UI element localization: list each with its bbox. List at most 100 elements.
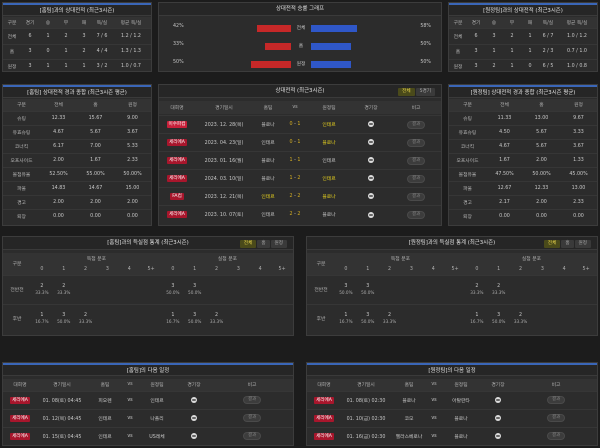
match-row[interactable]: 세리에A 2024. 03. 10(일) 블로나 1 - 2 인테르 결과 [159,169,441,188]
away-next-schedule-panel: [원정팀]의 다음 일정 대회명 경기일시 홈팀 vs 원정팀 경기장 비고 세리에A 01. … [306,362,598,446]
goal-stats-tabs: 전체 홈 원정 [239,240,287,248]
schedule-row[interactable]: 세리에A 01. 15(토) 04:45 인테르 vs US레체 결과 [3,426,293,445]
home-team: 블로나 [391,390,427,409]
goal-stats-row: 후반 1 16.7% 3 50.0% 2 33.3% 1 16.7% 3 50.0% 2 33.3% [307,303,597,333]
score: 2 - 2 [283,187,307,206]
panel-title: [홈팀]과의 득실점 통계 (최근3시즌) [3,237,293,250]
home-team: 인테르 [253,205,283,224]
match-date: 2023. 12. 21(목) [195,187,253,206]
away-winrate-bar [311,43,351,50]
score: 2 - 2 [283,205,307,224]
match-row[interactable]: FA컵 2023. 12. 21(목) 인테르 2 - 2 블로나 결과 [159,187,441,206]
tab-away[interactable]: 원정 [270,240,287,248]
goal-stats-row: 전반전 2 33.3% 2 33.3% 3 50.0% 3 50.0% [3,274,293,304]
tab-all[interactable]: 전체 [239,240,257,248]
result-button[interactable]: 결과 [406,210,426,219]
competition-badge: 세리에A [10,396,30,404]
schedule-row[interactable]: 세리에A 01. 16(금) 02:30 헬라스베로나 vs 블로나 결과 [307,426,597,445]
home-stats-table: 구분 전체 홈 원정 슈팅 12.33 15.67 9.00 유효슈팅 4.67 5.67 3.6… [3,99,151,223]
competition-badge: FA컵 [170,193,184,200]
match-date: 2024. 03. 10(일) [195,169,253,188]
home-team: 블로나 [253,169,283,188]
stadium-icon [368,175,374,182]
panel-title: 상대전적 (최근3시즌) [159,85,441,98]
panel-title: 상대전적 승률 그래프 [159,3,441,16]
match-date: 01. 08(토) 04:45 [37,390,87,409]
panel-title: [원정팀] 상대전적 경과 종합 (최근3시즌 평균) [449,85,597,98]
panel-title: [홈팀]과의 상대전적 (최근3시즌) [3,3,151,16]
home-goal-stats-panel: [홈팀]과의 득실점 통계 (최근3시즌) 전체 홈 원정 구분 득점 분포 실점 … [2,236,294,336]
stadium-icon [368,157,374,164]
schedule-row[interactable]: 세리에A 01. 12(목) 04:45 인테르 vs 나폴리 결과 [3,408,293,427]
away-goal-stats-table: 구분 득점 분포 실점 분포 0 1 2 3 4 5+ 0 1 2 3 4 5+ 전반전 3 50.0% 3 50.0… [307,253,597,333]
away-team: 인테르 [307,115,351,134]
stadium-icon [191,396,197,403]
stadium-icon [191,433,197,439]
competition-badge: 이수파컵 [166,121,188,128]
tab-all[interactable]: 전체 [398,88,415,96]
away-next-schedule-table: 대회명 경기일시 홈팀 vs 원정팀 경기장 비고 세리에A 01. 08(토) 02:30 블로… [307,379,597,445]
result-button[interactable]: 결과 [546,414,566,422]
match-row[interactable]: 이수파컵 2023. 12. 28(목) 블로나 0 - 1 인테르 결과 [159,115,441,134]
home-team: 블로나 [253,151,283,170]
match-row[interactable]: 세리에A 2023. 04. 23(일) 인테르 0 - 1 블로나 결과 [159,133,441,152]
schedule-row[interactable]: 세리에A 01. 08(토) 04:45 피오렌 vs 인테르 결과 [3,390,293,409]
winrate-row: 50% 원정 50% [173,60,431,68]
goal-stats-row: 후반 1 16.7% 3 50.0% 2 33.3% 1 16.7% 3 50.0% 2 33.3% [3,303,293,333]
panel-title: [원정팀]과의 득실점 통계 (최근3시즌) [307,237,597,250]
panel-title: [원정팀]의 다음 일정 [307,363,597,376]
stadium-icon [495,396,501,403]
home-next-schedule-table: 대회명 경기일시 홈팀 vs 원정팀 경기장 비고 세리에A 01. 08(토) 04:45 피오… [3,379,293,445]
home-team: 인테르 [253,133,283,152]
away-team: 블로나 [441,426,481,445]
result-button[interactable]: 결과 [406,156,426,165]
tab-all[interactable]: 전체 [543,240,561,248]
result-button[interactable]: 결과 [406,192,426,201]
home-next-schedule-panel: [홈팀]의 다음 일정 대회명 경기일시 홈팀 vs 원정팀 경기장 비고 세리에A 01. 0… [2,362,294,446]
result-button[interactable]: 결과 [406,174,426,183]
panel-title: [원정팀]과의 상대전적 (최근3시즌) [449,3,597,16]
stadium-icon [495,414,501,421]
away-team: 블로나 [307,133,351,152]
match-date: 01. 10(금) 02:30 [341,408,391,427]
goal-stats-row: 전반전 3 50.0% 3 50.0% 2 33.3% 2 33.3% [307,274,597,304]
panel-title: [홈팀] 상대전적 경과 종합 (최근3시즌 평균) [3,85,151,98]
score: 1 - 2 [283,169,307,188]
match-date: 2023. 01. 16(월) [195,151,253,170]
stadium-icon [368,193,374,200]
competition-badge: 세리에A [10,414,30,422]
result-button[interactable]: 결과 [242,432,262,441]
schedule-row[interactable]: 세리에A 01. 08(토) 02:30 블로나 vs 아탈란타 결과 [307,390,597,409]
tab-5-games[interactable]: 5경기 [415,88,435,96]
home-team: 피오렌 [87,390,123,409]
winrate-row: 33% 홈 50% [173,42,431,50]
schedule-row[interactable]: 세리에A 01. 10(금) 02:30 코모 vs 블로나 결과 [307,408,597,427]
away-team: 인테르 [137,390,177,409]
h2h-matches-table: 대회명 경기일시 홈팀 vs 원정팀 경기장 비고 [159,101,441,114]
result-button[interactable]: 결과 [406,138,426,147]
tab-away[interactable]: 원정 [574,240,591,248]
match-row[interactable]: 세리에A 2023. 01. 16(월) 블로나 1 - 1 인테르 결과 [159,151,441,170]
match-row[interactable]: 세리에A 2023. 10. 07(토) 인테르 2 - 2 블로나 결과 [159,205,441,224]
result-button[interactable]: 결과 [242,414,262,422]
away-team: 블로나 [441,408,481,427]
home-goal-stats-table: 구분 득점 분포 실점 분포 0 1 2 3 4 5+ 0 1 2 3 4 5+ 전반전 2 33.3% 2 33.3… [3,253,293,333]
tab-home[interactable]: 홈 [561,240,574,248]
h2h-matches-rows: 이수파컵 2023. 12. 28(목) 블로나 0 - 1 인테르 결과 세리에A 2023… [159,115,441,224]
score: 1 - 1 [283,151,307,170]
result-button[interactable]: 결과 [406,120,426,129]
tab-home[interactable]: 홈 [257,240,270,248]
result-button[interactable]: 결과 [546,396,566,404]
vs-label: vs [427,426,441,445]
away-team: 블로나 [307,187,351,206]
vs-label: vs [123,390,137,409]
score: 0 - 1 [283,115,307,134]
result-button[interactable]: 결과 [242,396,262,404]
home-team: 헬라스베로나 [391,426,427,445]
match-date: 2023. 04. 23(일) [195,133,253,152]
away-h2h-panel: [원정팀]과의 상대전적 (최근3시즌) 구분 경기 승 무 패 득/실 평균 득/실 전체… [448,2,598,72]
result-button[interactable]: 결과 [546,432,566,441]
away-team: 인테르 [307,169,351,188]
competition-badge: 세리에A [167,157,187,164]
